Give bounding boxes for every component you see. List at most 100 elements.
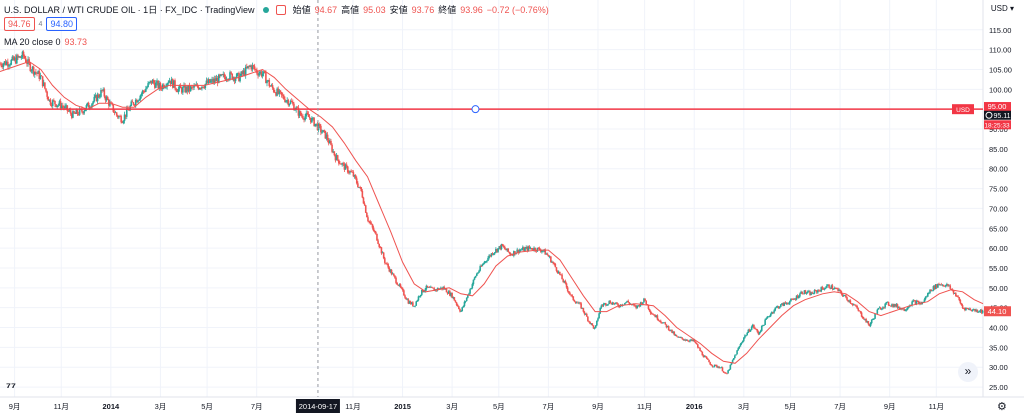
candle-body bbox=[827, 284, 829, 286]
gear-icon[interactable]: ⚙ bbox=[997, 401, 1007, 413]
candle-body bbox=[257, 73, 259, 76]
candle-body bbox=[499, 246, 502, 250]
candle-body bbox=[240, 71, 243, 76]
candle-body bbox=[198, 88, 201, 90]
candle-body bbox=[757, 331, 760, 335]
candle-body bbox=[978, 311, 981, 313]
y-tick-label: 40.00 bbox=[989, 324, 1008, 333]
candle-body bbox=[817, 290, 819, 293]
candle-body bbox=[668, 330, 671, 331]
candle-body bbox=[104, 96, 107, 101]
candle-body bbox=[738, 346, 741, 349]
chevron-double-right-icon[interactable]: » bbox=[958, 362, 978, 382]
candle-body bbox=[845, 295, 847, 298]
candle-body bbox=[471, 284, 474, 289]
candle-body bbox=[583, 311, 586, 315]
candle-body bbox=[893, 304, 895, 307]
buy-button[interactable]: 94.80 bbox=[46, 17, 77, 31]
candle-body bbox=[336, 155, 339, 160]
candle-body bbox=[265, 72, 267, 84]
candle-body bbox=[882, 307, 884, 309]
countdown-label: 18:25:33 bbox=[984, 122, 1010, 129]
x-tick-label: 11月 bbox=[54, 402, 69, 411]
candle-body bbox=[789, 301, 791, 304]
candle-body bbox=[19, 56, 21, 58]
candle-body bbox=[609, 301, 612, 304]
candle-body bbox=[744, 335, 746, 338]
spread-value: 4 bbox=[38, 20, 43, 28]
candle-body bbox=[339, 163, 341, 165]
low-value: 93.76 bbox=[411, 4, 435, 15]
candle-body bbox=[683, 339, 686, 341]
candle-body bbox=[384, 258, 386, 263]
candle-body bbox=[573, 300, 576, 302]
candle-body bbox=[814, 290, 817, 291]
candle-body bbox=[334, 155, 337, 161]
candle-body bbox=[317, 124, 320, 131]
candle-body bbox=[380, 247, 383, 254]
candle-body bbox=[182, 87, 184, 93]
candle-body bbox=[925, 296, 928, 298]
candle-body bbox=[216, 78, 219, 84]
tradingview-logo-icon[interactable]: ⁷⁷ bbox=[6, 380, 16, 394]
candle-body bbox=[355, 178, 358, 184]
candle-body bbox=[479, 266, 481, 271]
candle-body bbox=[633, 304, 635, 306]
crosshair-date-label: 2014-09-17 bbox=[299, 402, 337, 411]
candle-body bbox=[959, 300, 962, 304]
candle-body bbox=[105, 96, 108, 101]
candle-body bbox=[431, 286, 433, 288]
x-tick-label: 11月 bbox=[637, 402, 652, 411]
candle-body bbox=[664, 322, 667, 325]
candle-body bbox=[247, 66, 249, 69]
candle-body bbox=[234, 78, 237, 82]
candle-body bbox=[1, 65, 4, 68]
candle-body bbox=[68, 110, 71, 112]
x-tick-label: 11月 bbox=[345, 402, 360, 411]
candle-body bbox=[178, 85, 181, 89]
candle-body bbox=[828, 284, 830, 288]
candle-body bbox=[769, 313, 772, 317]
y-tick-label: 65.00 bbox=[989, 224, 1008, 233]
candle-body bbox=[29, 63, 32, 72]
candle-body bbox=[146, 87, 148, 89]
candle-body bbox=[973, 309, 975, 310]
candle-body bbox=[451, 292, 453, 298]
candle-body bbox=[626, 300, 628, 303]
hide-series-icon[interactable] bbox=[275, 4, 286, 15]
candle-body bbox=[47, 96, 50, 101]
sell-button[interactable]: 94.76 bbox=[4, 17, 35, 31]
candle-body bbox=[286, 100, 289, 101]
candle-body bbox=[750, 326, 753, 330]
candle-body bbox=[415, 301, 418, 306]
candle-body bbox=[930, 289, 932, 291]
currency-selector[interactable]: USD ▾ bbox=[990, 4, 1014, 13]
candle-body bbox=[709, 362, 711, 365]
candle-body bbox=[208, 79, 211, 83]
candle-body bbox=[54, 100, 56, 105]
candle-body bbox=[373, 230, 376, 232]
x-tick-label: 7月 bbox=[251, 402, 263, 411]
candle-body bbox=[490, 253, 493, 257]
candle-body bbox=[180, 87, 183, 93]
candle-body bbox=[259, 71, 262, 74]
candle-body bbox=[889, 305, 892, 307]
candle-body bbox=[432, 287, 434, 289]
candle-body bbox=[767, 316, 770, 318]
candle-body bbox=[452, 297, 455, 298]
candle-body bbox=[472, 279, 475, 285]
ma-line bbox=[0, 60, 984, 364]
ma-legend[interactable]: MA 20 close 0 93.73 bbox=[4, 37, 87, 47]
candle-body bbox=[787, 303, 790, 305]
candle-body bbox=[166, 83, 168, 87]
candle-body bbox=[223, 74, 226, 77]
candle-body bbox=[966, 307, 968, 309]
candle-body bbox=[730, 362, 733, 365]
candle-body bbox=[40, 75, 43, 77]
candle-body bbox=[562, 279, 564, 282]
candle-body bbox=[186, 86, 189, 92]
candle-body bbox=[275, 92, 277, 96]
symbol-title[interactable]: U.S. DOLLAR / WTI CRUDE OIL · 1日 · FX_ID… bbox=[4, 5, 255, 15]
candle-body bbox=[491, 253, 494, 255]
